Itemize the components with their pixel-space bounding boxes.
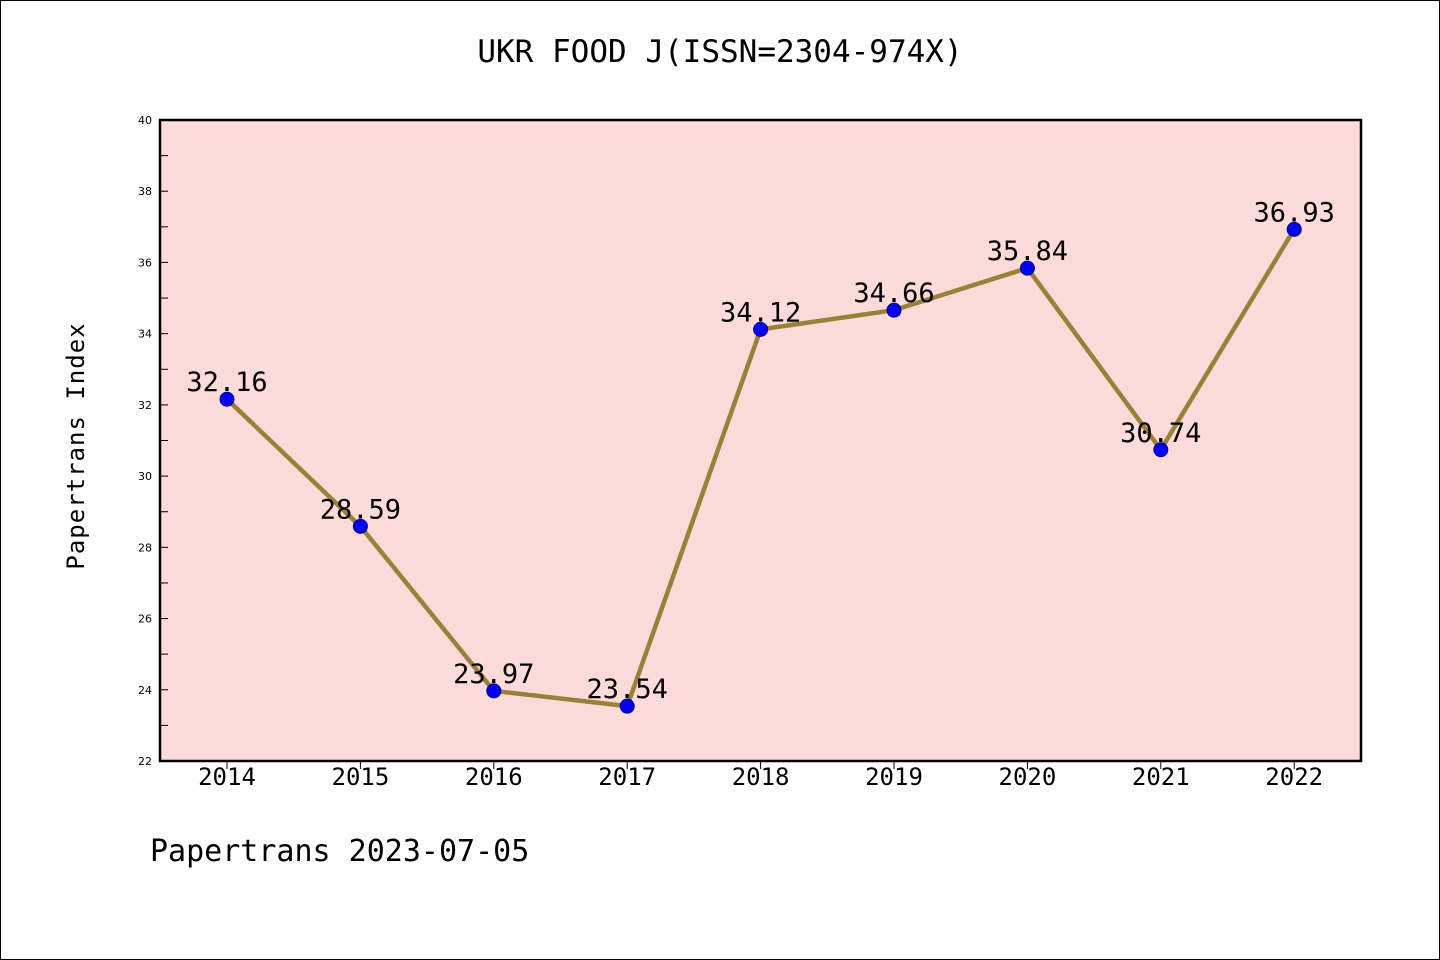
data-label: 23.54 xyxy=(587,674,668,705)
data-point xyxy=(619,698,635,714)
data-labels: 32.16 28.59 23.97 23.54 34.12 34.66 35.84 30.74… xyxy=(186,197,1334,705)
data-point xyxy=(219,391,235,407)
series-markers xyxy=(219,221,1302,714)
data-label: 28.59 xyxy=(320,494,401,525)
y-tick-label: 36 xyxy=(138,256,152,269)
data-point xyxy=(1019,260,1035,276)
data-point xyxy=(352,518,368,534)
footer-date: Papertrans 2023-07-05 xyxy=(150,834,530,869)
y-tick-label: 22 xyxy=(138,755,152,768)
x-tick-label: 2022 xyxy=(1265,763,1323,791)
data-label: 30.74 xyxy=(1120,418,1201,449)
x-tick-label: 2015 xyxy=(332,763,390,791)
data-point xyxy=(1153,442,1169,458)
y-tick-label: 30 xyxy=(138,470,152,483)
x-tick-label: 2016 xyxy=(465,763,523,791)
y-tick-label: 32 xyxy=(138,399,152,412)
chart-title: UKR FOOD J(ISSN=2304-974X) xyxy=(477,34,963,70)
data-label: 36.93 xyxy=(1254,197,1335,228)
y-axis: 22 24 26 28 30 32 34 36 38 40 xyxy=(138,114,168,768)
x-tick-label: 2019 xyxy=(865,763,923,791)
y-tick-label: 34 xyxy=(138,328,152,341)
data-label: 34.66 xyxy=(853,278,934,309)
plot-area xyxy=(158,118,1363,763)
data-point xyxy=(886,302,902,318)
y-tick-label: 24 xyxy=(138,684,152,697)
x-tick-label: 2021 xyxy=(1132,763,1190,791)
y-tick-label: 26 xyxy=(138,613,152,626)
y-tick-label: 38 xyxy=(138,185,152,198)
x-tick-label: 2017 xyxy=(598,763,656,791)
data-label: 32.16 xyxy=(186,367,267,398)
y-tick-label: 40 xyxy=(138,114,152,127)
data-label: 23.97 xyxy=(453,659,534,690)
x-axis: 2014 2015 2016 2017 2018 2019 2020 2021 2022 xyxy=(198,761,1323,791)
data-label: 34.12 xyxy=(720,297,801,328)
x-tick-label: 2014 xyxy=(198,763,256,791)
data-point xyxy=(486,683,502,699)
x-tick-label: 2018 xyxy=(732,763,790,791)
data-point xyxy=(1286,221,1302,237)
y-tick-label: 28 xyxy=(138,541,152,554)
data-point xyxy=(753,321,769,337)
data-label: 35.84 xyxy=(987,236,1068,267)
x-tick-label: 2020 xyxy=(999,763,1057,791)
